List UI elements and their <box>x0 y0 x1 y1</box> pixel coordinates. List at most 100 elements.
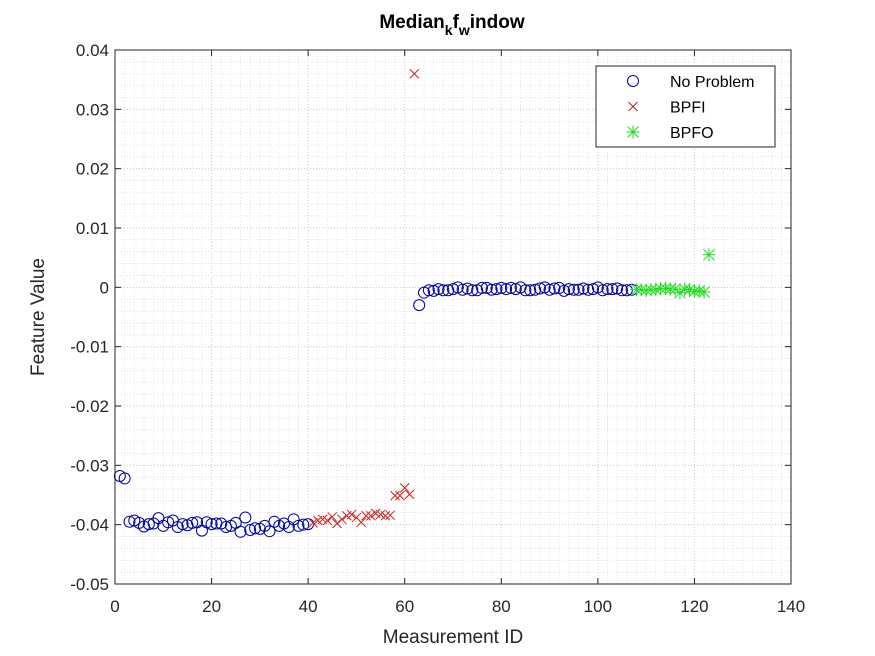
data-point <box>413 299 426 312</box>
data-point <box>702 248 716 262</box>
data-point <box>263 525 276 538</box>
data-point <box>620 284 633 297</box>
legend: No Problem BPFI BPFO <box>595 65 776 148</box>
axes-box <box>114 49 792 585</box>
legend-label: BPFI <box>670 100 706 117</box>
data-point <box>634 283 648 297</box>
data-point <box>533 282 546 295</box>
data-point <box>244 524 257 537</box>
data-point <box>504 281 517 294</box>
data-point <box>162 516 175 529</box>
data-point <box>519 284 532 297</box>
x-tick-label: 20 <box>202 597 221 616</box>
data-point <box>485 283 498 296</box>
data-point <box>390 490 400 501</box>
y-axis-label: Feature Value <box>28 258 49 376</box>
y-tick-label: 0.04 <box>76 41 109 60</box>
y-tick-label: -0.01 <box>70 338 109 357</box>
data-point <box>385 510 396 521</box>
title-sub-2: w <box>458 22 470 38</box>
data-point <box>509 283 522 296</box>
data-point <box>186 516 199 529</box>
data-point <box>500 283 513 296</box>
data-point <box>356 517 367 528</box>
data-point <box>327 512 338 522</box>
x-axis-label: Measurement ID <box>383 627 523 648</box>
data-point <box>697 285 711 299</box>
legend-marker-bpfi <box>628 101 638 112</box>
data-point <box>337 514 347 525</box>
y-axis: 0.04 0.03 0.02 0.01 0 -0.01 -0.02 -0.03 -0.04 -0.… <box>70 41 791 594</box>
x-tick-label: 120 <box>680 597 708 616</box>
data-point <box>427 284 440 297</box>
data-point <box>399 483 410 493</box>
series-no-problem <box>113 281 638 538</box>
x-tick-label: 80 <box>492 597 511 616</box>
data-point <box>606 283 619 296</box>
data-point <box>582 283 595 296</box>
data-point <box>543 283 556 296</box>
data-point <box>234 525 247 538</box>
y-tick-label: -0.05 <box>70 575 109 594</box>
x-tick-label: 140 <box>777 597 805 616</box>
grid <box>114 49 792 585</box>
data-point <box>287 513 300 526</box>
data-point <box>322 515 333 526</box>
y-tick-label: -0.02 <box>70 397 109 416</box>
data-point <box>205 518 218 531</box>
data-point <box>346 509 357 520</box>
legend-marker-bpfo <box>626 125 640 139</box>
legend-box <box>595 65 776 148</box>
data-point <box>447 283 459 296</box>
data-point <box>422 284 435 297</box>
title-part-1: Median <box>379 12 444 33</box>
data-point <box>495 281 508 294</box>
data-point <box>596 284 609 297</box>
data-point <box>366 510 376 521</box>
data-point <box>437 284 450 297</box>
data-point <box>456 283 469 296</box>
x-tick-label: 100 <box>584 597 612 616</box>
y-tick-label: -0.04 <box>70 516 109 535</box>
data-point <box>562 283 575 296</box>
x-tick-label: 40 <box>299 597 318 616</box>
data-point <box>601 283 614 296</box>
data-point <box>466 284 479 297</box>
data-point <box>475 281 488 294</box>
y-tick-label: 0 <box>100 278 109 297</box>
data-point <box>567 283 580 296</box>
legend-marker-no-problem <box>627 75 639 87</box>
legend-label: No Problem <box>670 74 754 91</box>
data-point <box>297 518 310 531</box>
data-point <box>577 282 590 295</box>
data-point <box>558 284 571 297</box>
data-point <box>249 522 262 535</box>
data-point <box>611 282 624 295</box>
title-part-3: indow <box>470 12 525 33</box>
data-point <box>432 283 445 296</box>
data-point <box>308 518 318 528</box>
data-point <box>176 518 189 531</box>
data-point <box>292 519 305 532</box>
data-point <box>587 283 600 296</box>
data-point <box>361 510 371 521</box>
series-bpfi <box>308 68 420 529</box>
data-point <box>490 283 503 296</box>
data-point <box>142 518 155 531</box>
x-axis: 0 20 40 60 80 100 120 140 <box>110 50 805 616</box>
data-point <box>409 68 420 79</box>
legend-entries: No Problem BPFI BPFO <box>626 74 754 142</box>
title-sub-1: k <box>445 22 453 38</box>
x-tick-label: 0 <box>110 597 119 616</box>
data-point <box>616 284 628 297</box>
data-point <box>524 284 537 297</box>
y-tick-label: 0.02 <box>76 160 109 179</box>
data-point <box>529 283 542 296</box>
series-layer <box>113 68 716 538</box>
data-point <box>239 511 252 524</box>
y-tick-label: 0.03 <box>76 100 109 119</box>
data-point <box>461 282 474 295</box>
data-point <box>118 472 131 485</box>
title-part-2: f <box>453 12 460 33</box>
